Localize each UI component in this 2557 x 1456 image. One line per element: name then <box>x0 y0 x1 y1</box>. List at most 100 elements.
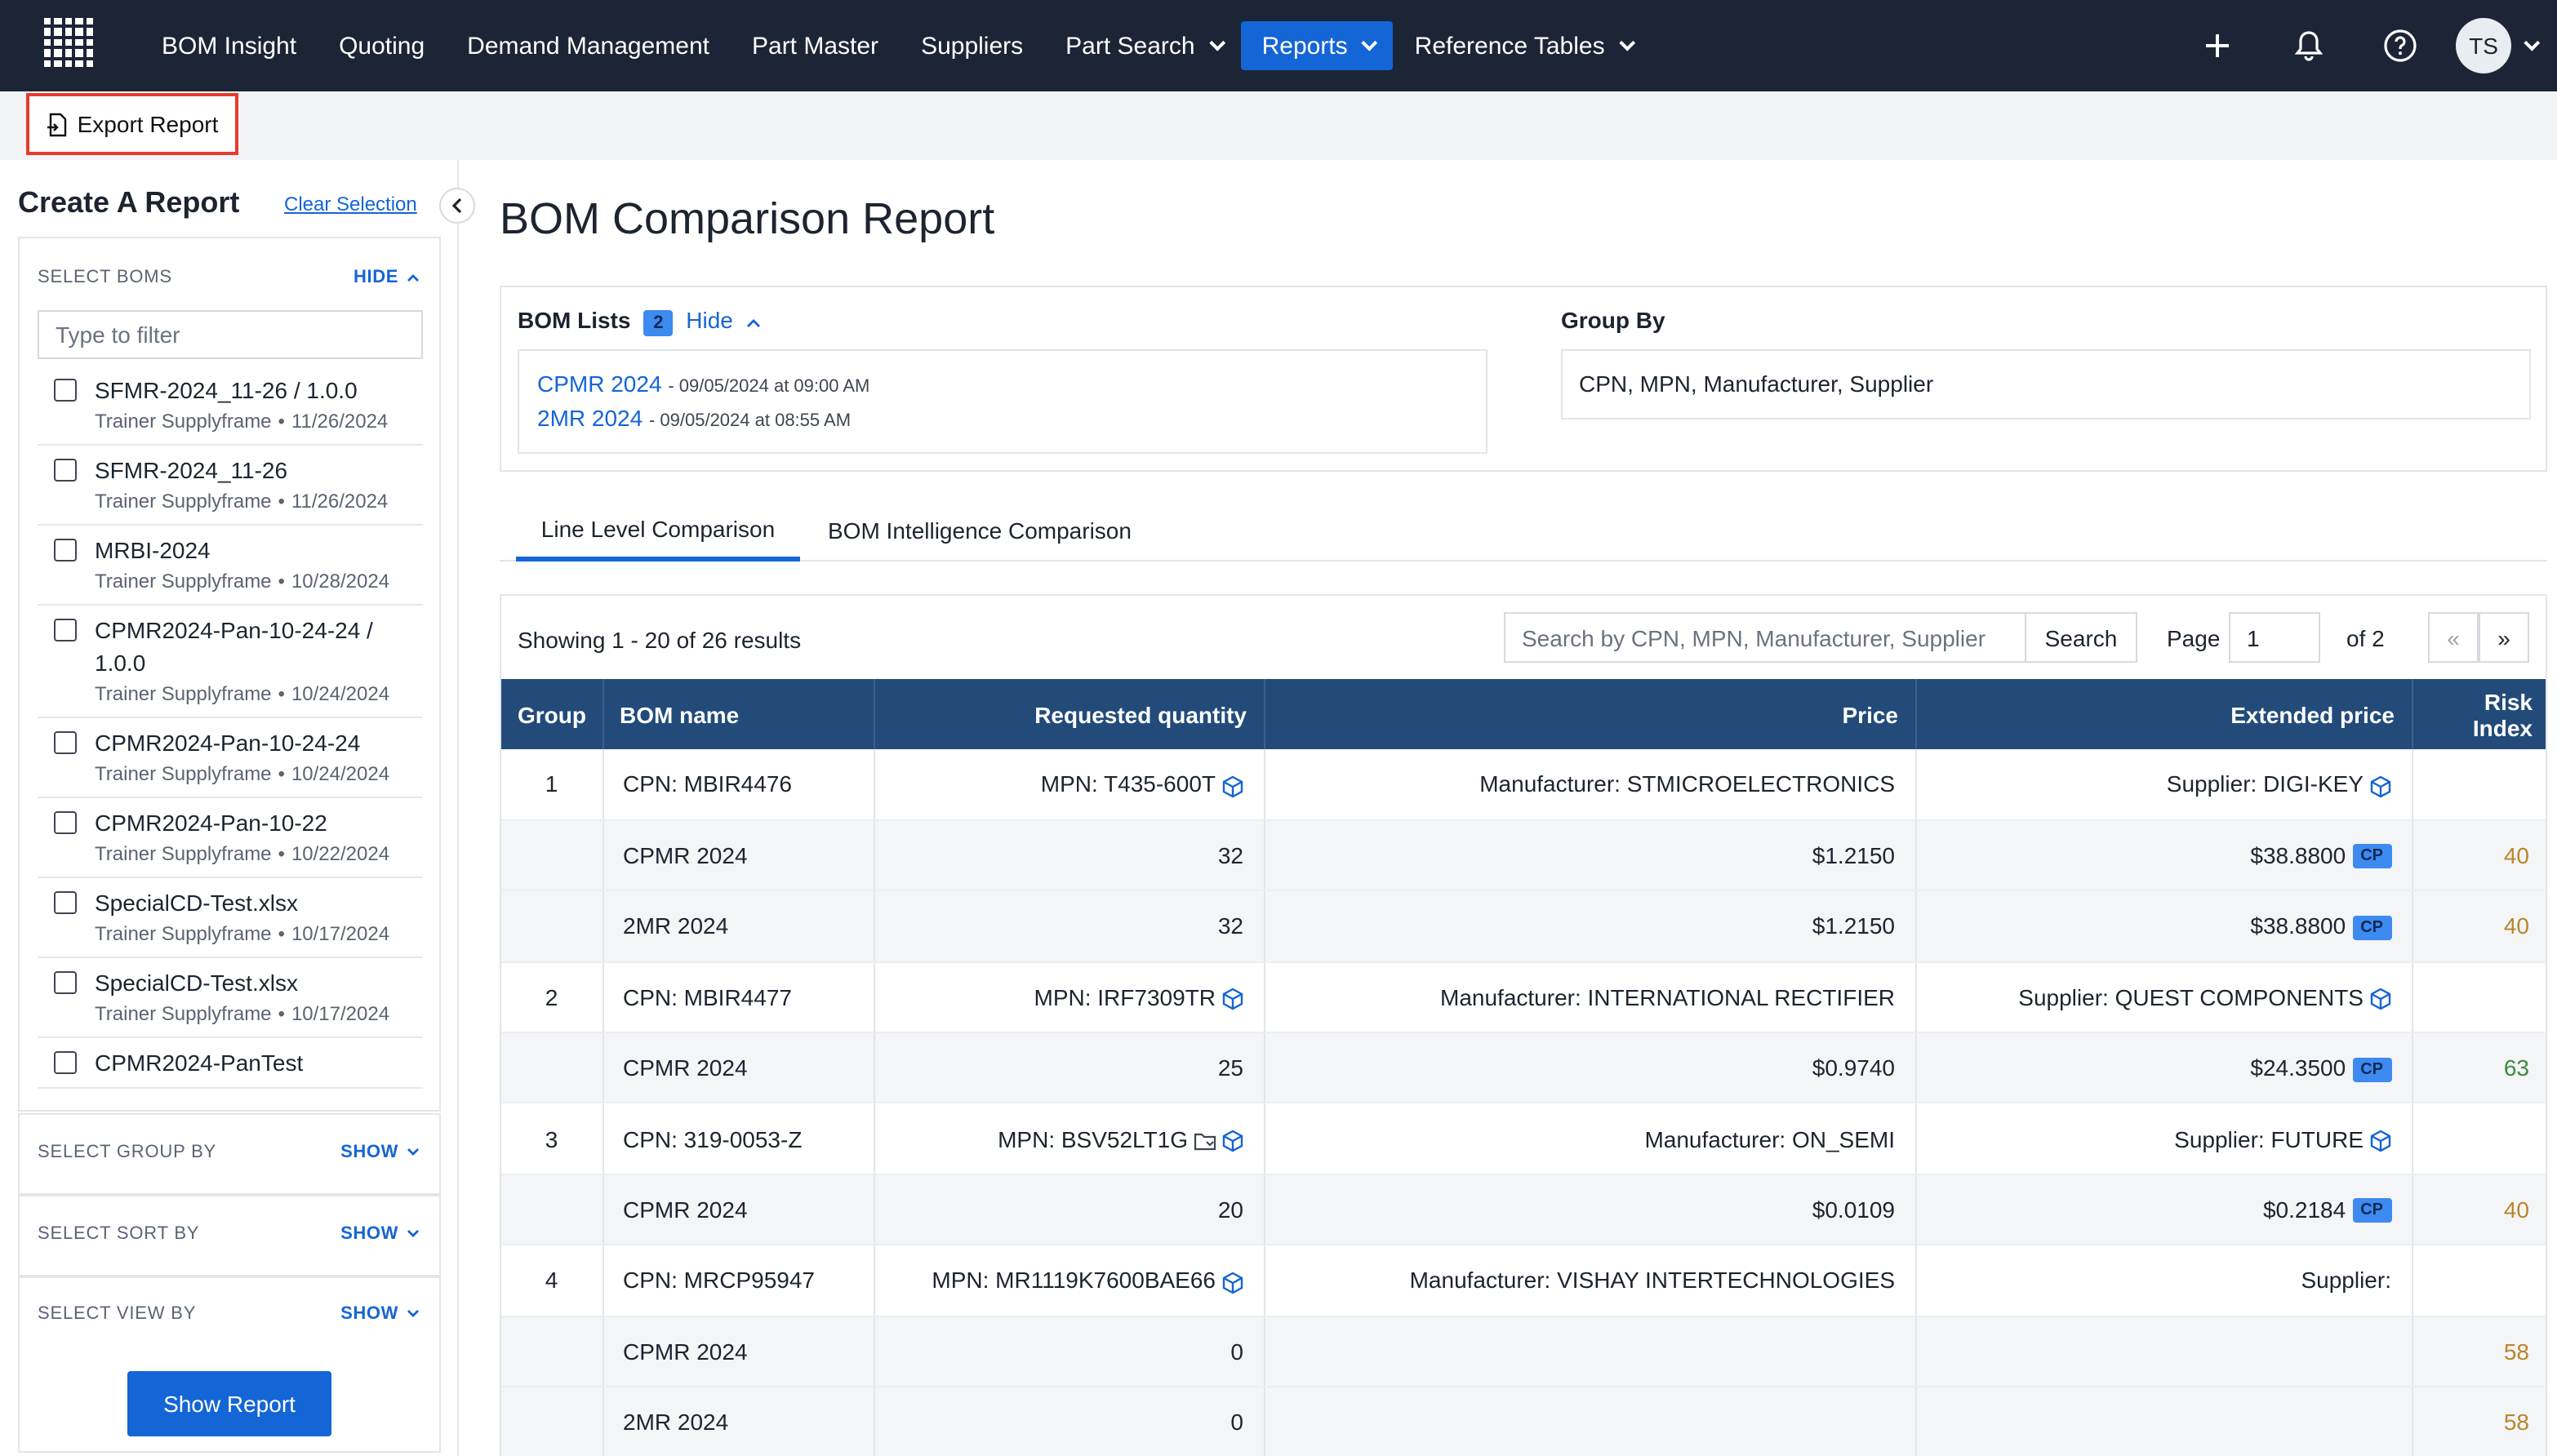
bom-checkbox[interactable] <box>54 1051 77 1074</box>
show-sort-by-toggle[interactable]: SHOW <box>340 1224 420 1244</box>
cell-group-text: 3 <box>545 1125 558 1152</box>
table-row[interactable]: CPMR 2024 25 $0.9740 $24.3500 CP 63 <box>501 1032 2546 1104</box>
group-row[interactable]: 2 CPN: MBIR4477 MPN: IRF7309TR Manufacturer… <box>501 961 2546 1034</box>
table-row[interactable]: CPMR 2024 32 $1.2150 $38.8800 CP 40 <box>501 819 2546 892</box>
show-view-by-toggle[interactable]: SHOW <box>340 1304 420 1324</box>
cell-extended-price: $38.8800 CP <box>1915 819 2412 892</box>
cube-icon[interactable] <box>2368 988 2391 1010</box>
show-report-button[interactable]: Show Report <box>127 1371 331 1436</box>
hide-bom-lists-toggle[interactable]: Hide <box>686 307 760 333</box>
app-logo-icon[interactable] <box>42 16 95 69</box>
table-search-input[interactable]: Search by CPN, MPN, Manufacturer, Suppli… <box>1504 612 2026 663</box>
sidebar-title: Create A Report <box>18 186 240 219</box>
bom-checkbox[interactable] <box>54 379 77 402</box>
bom-list-item[interactable]: CPMR2024-Pan-10-22 Trainer Supplyframe • 10… <box>38 798 423 878</box>
group-row[interactable]: 1 CPN: MBIR4476 MPN: T435-600T Manufacturer… <box>501 749 2546 821</box>
bom-list-entry[interactable]: 2MR 2024 - 09/05/2024 at 08:55 AM <box>537 405 851 431</box>
tab-bom-intelligence-comparison[interactable]: BOM Intelligence Comparison <box>828 517 1132 544</box>
bom-checkbox[interactable] <box>54 891 77 914</box>
folder-icon[interactable] <box>1193 1130 1216 1152</box>
bom-checkbox[interactable] <box>54 619 77 641</box>
export-report-button[interactable]: Export Report <box>26 93 238 155</box>
select-sort-by-panel[interactable]: SELECT SORT BY SHOW <box>18 1195 441 1276</box>
column-header-risk-index[interactable]: Risk Index <box>2412 679 2546 749</box>
bom-list-item[interactable]: CPMR2024-PanTest <box>38 1038 423 1089</box>
avatar-chevron-down-icon[interactable] <box>2511 0 2544 91</box>
tab-line-level-comparison[interactable]: Line Level Comparison <box>516 499 800 562</box>
group-row[interactable]: 4 CPN: MRCP95947 MPN: MR1119K7600BAE66 Manu… <box>501 1245 2546 1317</box>
cube-icon[interactable] <box>1221 1271 1243 1294</box>
column-header-requested-quantity[interactable]: Requested quantity <box>874 679 1265 749</box>
cube-icon[interactable] <box>1221 775 1243 797</box>
cube-icon[interactable] <box>2368 775 2391 797</box>
cp-badge[interactable]: CP <box>2352 1198 2391 1223</box>
bom-checkbox[interactable] <box>54 539 77 562</box>
select-group-by-panel[interactable]: SELECT GROUP BY SHOW <box>18 1113 441 1195</box>
bom-list-item[interactable]: CPMR2024-Pan-10-24-24 / 1.0.0 Trainer Sup… <box>38 606 423 718</box>
column-header-extended-price[interactable]: Extended price <box>1915 679 2412 749</box>
page-number-input[interactable]: 1 <box>2229 612 2320 663</box>
export-icon <box>47 112 67 136</box>
bom-list-entry[interactable]: CPMR 2024 - 09/05/2024 at 09:00 AM <box>537 371 869 397</box>
show-group-by-toggle[interactable]: SHOW <box>340 1143 420 1162</box>
bom-list-name[interactable]: 2MR 2024 <box>537 405 643 431</box>
column-header-bom-name[interactable]: BOM name <box>603 679 874 749</box>
group-by-value: CPN, MPN, Manufacturer, Supplier <box>1561 349 2531 419</box>
cp-badge[interactable]: CP <box>2352 844 2391 869</box>
cube-icon[interactable] <box>1221 988 1243 1010</box>
cell-bom-name: CPN: MBIR4476 <box>603 749 874 821</box>
nav-item-part-master[interactable]: Part Master <box>731 21 900 70</box>
clear-selection-link[interactable]: Clear Selection <box>284 193 417 215</box>
bom-checkbox[interactable] <box>54 811 77 834</box>
cube-icon[interactable] <box>2368 1130 2391 1152</box>
prev-page-button[interactable]: « <box>2428 612 2479 663</box>
cell-extended-price-text: $24.3500 <box>2250 1054 2346 1081</box>
nav-item-suppliers[interactable]: Suppliers <box>900 21 1044 70</box>
bom-list-item[interactable]: MRBI-2024 Trainer Supplyframe • 10/28/2024 <box>38 526 423 606</box>
cp-badge[interactable]: CP <box>2352 915 2391 940</box>
column-header-group[interactable]: Group <box>501 679 603 749</box>
table-row[interactable]: CPMR 2024 20 $0.0109 $0.2184 CP 40 <box>501 1174 2546 1246</box>
select-view-by-heading: SELECT VIEW BY <box>38 1304 197 1324</box>
cp-badge[interactable]: CP <box>2352 1057 2391 1082</box>
bom-list-item[interactable]: CPMR2024-Pan-10-24-24 Trainer Supplyframe… <box>38 718 423 798</box>
cell-price-text: Manufacturer: INTERNATIONAL RECTIFIER <box>1440 983 1895 1010</box>
table-row[interactable]: CPMR 2024 0 58 <box>501 1316 2546 1388</box>
bom-checkbox[interactable] <box>54 731 77 754</box>
bom-list-item[interactable]: SFMR-2024_11-26 / 1.0.0 Trainer Supplyfra… <box>38 366 423 446</box>
nav-item-demand-management[interactable]: Demand Management <box>446 21 731 70</box>
cell-group <box>501 819 603 892</box>
nav-item-reference-tables[interactable]: Reference Tables <box>1394 21 1651 70</box>
nav-item-quoting[interactable]: Quoting <box>318 21 446 70</box>
table-row[interactable]: 2MR 2024 32 $1.2150 $38.8800 CP 40 <box>501 890 2546 963</box>
search-button[interactable]: Search <box>2026 612 2137 663</box>
nav-item-reports[interactable]: Reports <box>1240 21 1394 70</box>
bom-owner: Trainer Supplyframe <box>95 1002 272 1025</box>
bell-icon[interactable] <box>2263 0 2355 91</box>
help-icon[interactable] <box>2355 0 2446 91</box>
next-page-button[interactable]: » <box>2479 612 2529 663</box>
plus-icon[interactable] <box>2172 0 2263 91</box>
cell-risk-index-text: 58 <box>2503 1409 2529 1436</box>
cell-group: 1 <box>501 749 603 821</box>
bom-checkbox[interactable] <box>54 971 77 994</box>
hide-boms-toggle[interactable]: HIDE <box>354 268 420 287</box>
bom-list-item[interactable]: SFMR-2024_11-26 Trainer Supplyframe • 11/26… <box>38 446 423 526</box>
column-header-price[interactable]: Price <box>1264 679 1916 749</box>
bom-list-item[interactable]: SpecialCD-Test.xlsx Trainer Supplyframe • 1… <box>38 878 423 958</box>
page-title: BOM Comparison Report <box>500 194 995 243</box>
cell-requested-quantity-text: MPN: IRF7309TR <box>1034 983 1216 1010</box>
bom-owner: Trainer Supplyframe <box>95 842 272 865</box>
cell-risk-index <box>2412 1245 2546 1317</box>
avatar[interactable]: TS <box>2456 18 2511 73</box>
nav-item-bom-insight[interactable]: BOM Insight <box>140 21 318 70</box>
bom-checkbox[interactable] <box>54 459 77 482</box>
nav-item-part-search[interactable]: Part Search <box>1044 21 1240 70</box>
cube-icon[interactable] <box>1221 1130 1243 1152</box>
bom-list-item[interactable]: SpecialCD-Test.xlsx Trainer Supplyframe • 1… <box>38 958 423 1038</box>
bom-filter-input[interactable]: Type to filter <box>38 310 423 359</box>
table-row[interactable]: 2MR 2024 0 58 <box>501 1387 2546 1456</box>
group-row[interactable]: 3 CPN: 319-0053-Z MPN: BSV52LT1G Manufactur… <box>501 1103 2546 1175</box>
collapse-sidebar-button[interactable] <box>439 188 475 224</box>
bom-list-name[interactable]: CPMR 2024 <box>537 371 662 397</box>
